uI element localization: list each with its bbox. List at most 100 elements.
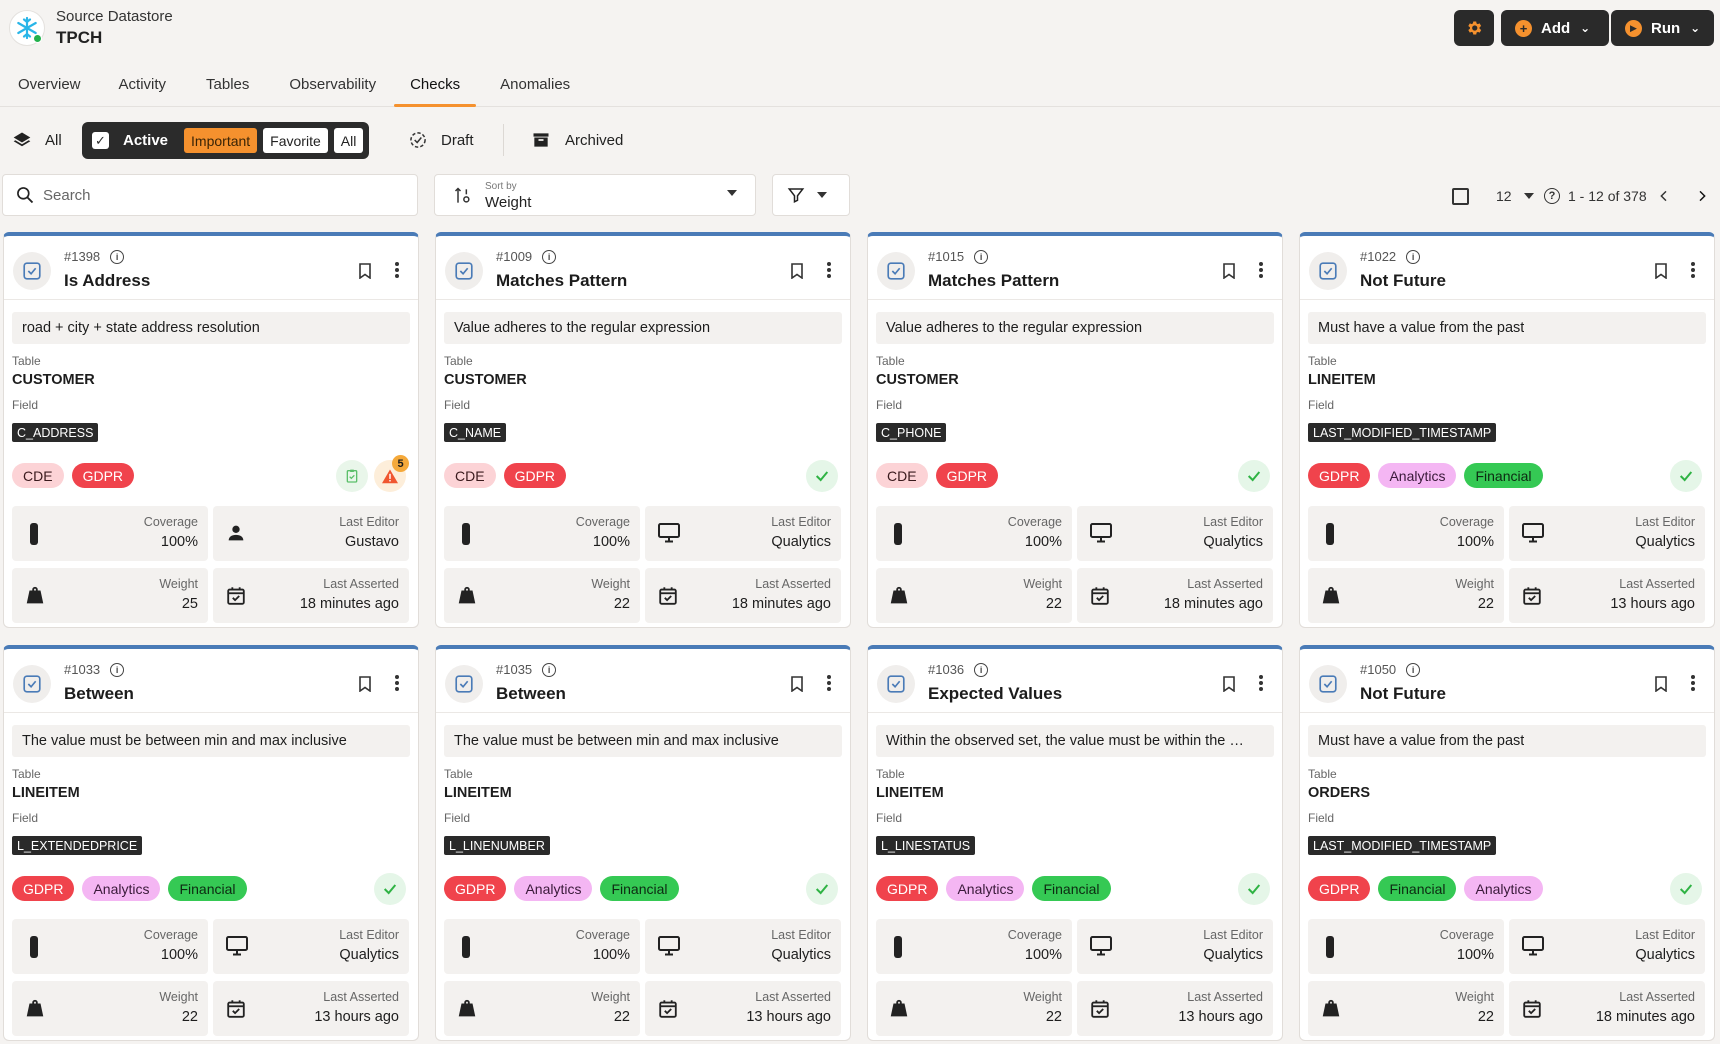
tag-cde[interactable]: CDE <box>444 463 496 488</box>
chip-important[interactable]: Important <box>184 128 258 153</box>
check-card-1009[interactable]: #1009 i Matches Pattern Value adheres to… <box>435 232 851 628</box>
info-icon[interactable]: i <box>542 249 557 264</box>
tag-cde[interactable]: CDE <box>12 463 64 488</box>
more-options-button[interactable] <box>1690 261 1696 284</box>
table-value[interactable]: CUSTOMER <box>876 372 959 388</box>
more-options-button[interactable] <box>1258 261 1264 284</box>
next-page-button[interactable] <box>1694 184 1710 208</box>
table-value[interactable]: LINEITEM <box>876 785 944 801</box>
tag-gdpr[interactable]: GDPR <box>876 876 939 901</box>
table-value[interactable]: CUSTOMER <box>444 372 527 388</box>
check-card-1398[interactable]: #1398 i Is Address road + city + state a… <box>3 232 419 628</box>
bookmark-button[interactable] <box>1654 263 1668 284</box>
check-card-1022[interactable]: #1022 i Not Future Must have a value fro… <box>1299 232 1715 628</box>
tag-financial[interactable]: Financial <box>1464 463 1543 488</box>
filter-archived[interactable]: Archived <box>531 120 623 160</box>
more-options-button[interactable] <box>1258 674 1264 697</box>
info-icon[interactable]: i <box>974 249 989 264</box>
filter-draft[interactable]: Draft <box>408 120 474 160</box>
active-checkbox-icon[interactable]: ✓ <box>92 132 109 149</box>
field-value[interactable]: L_LINENUMBER <box>444 836 550 855</box>
tag-cde[interactable]: CDE <box>876 463 928 488</box>
table-value[interactable]: LINEITEM <box>1308 372 1376 388</box>
tag-analytics[interactable]: Analytics <box>82 876 161 901</box>
bookmark-button[interactable] <box>1222 676 1236 697</box>
last-editor-label: Last Editor <box>1203 515 1263 529</box>
add-button[interactable]: + Add ⌄ <box>1501 10 1609 46</box>
tag-gdpr[interactable]: GDPR <box>71 463 135 488</box>
bookmark-button[interactable] <box>358 676 372 697</box>
tab-activity[interactable]: Activity <box>118 76 167 93</box>
field-value[interactable]: C_ADDRESS <box>12 423 99 442</box>
tag-gdpr[interactable]: GDPR <box>444 876 507 901</box>
prev-page-button[interactable] <box>1656 184 1672 208</box>
field-value[interactable]: L_EXTENDEDPRICE <box>12 836 143 855</box>
bookmark-button[interactable] <box>790 263 804 284</box>
info-icon[interactable]: i <box>542 662 557 677</box>
help-icon[interactable]: ? <box>1544 188 1560 204</box>
tag-financial[interactable]: Financial <box>600 876 679 901</box>
more-options-button[interactable] <box>826 674 832 697</box>
check-card-1035[interactable]: #1035 i Between The value must be betwee… <box>435 645 851 1041</box>
tag-gdpr[interactable]: GDPR <box>1308 463 1371 488</box>
field-value[interactable]: LAST_MODIFIED_TIMESTAMP <box>1308 423 1497 442</box>
info-icon[interactable]: i <box>1406 249 1421 264</box>
field-value[interactable]: C_PHONE <box>876 423 947 442</box>
tag-analytics[interactable]: Analytics <box>946 876 1025 901</box>
tab-observability[interactable]: Observability <box>289 76 377 93</box>
chip-all[interactable]: All <box>333 128 364 153</box>
more-options-button[interactable] <box>394 261 400 284</box>
sort-select[interactable]: Sort by Weight <box>434 174 756 216</box>
bookmark-button[interactable] <box>1222 263 1236 284</box>
tag-analytics[interactable]: Analytics <box>1378 463 1457 488</box>
tag-gdpr[interactable]: GDPR <box>12 876 75 901</box>
info-icon[interactable]: i <box>110 249 125 264</box>
more-options-button[interactable] <box>394 674 400 697</box>
more-options-button[interactable] <box>1690 674 1696 697</box>
tag-analytics[interactable]: Analytics <box>514 876 593 901</box>
tab-checks[interactable]: Checks <box>394 72 477 107</box>
bookmark-button[interactable] <box>790 676 804 697</box>
bookmark-button[interactable] <box>358 263 372 284</box>
info-icon[interactable]: i <box>974 662 989 677</box>
info-icon[interactable]: i <box>1406 662 1421 677</box>
filter-active-label[interactable]: Active <box>123 132 169 149</box>
more-options-button[interactable] <box>826 261 832 284</box>
more-vertical-icon <box>1691 675 1695 691</box>
info-icon[interactable]: i <box>110 662 125 677</box>
tag-financial[interactable]: Financial <box>1378 876 1457 901</box>
tag-gdpr[interactable]: GDPR <box>935 463 999 488</box>
select-all-checkbox[interactable] <box>1452 184 1469 208</box>
tab-overview[interactable]: Overview <box>18 76 81 93</box>
settings-button[interactable] <box>1454 10 1494 46</box>
field-value[interactable]: C_NAME <box>444 423 507 442</box>
tag-financial[interactable]: Financial <box>1032 876 1111 901</box>
table-value[interactable]: ORDERS <box>1308 785 1371 801</box>
tag-list: GDPR Analytics Financial <box>444 876 687 901</box>
table-value[interactable]: LINEITEM <box>444 785 512 801</box>
table-value[interactable]: LINEITEM <box>12 785 80 801</box>
field-value[interactable]: LAST_MODIFIED_TIMESTAMP <box>1308 836 1497 855</box>
search-input[interactable] <box>43 186 403 204</box>
run-button[interactable]: ▶ Run ⌄ <box>1611 10 1714 46</box>
tag-gdpr[interactable]: GDPR <box>1308 876 1371 901</box>
check-card-1015[interactable]: #1015 i Matches Pattern Value adheres to… <box>867 232 1283 628</box>
check-card-1050[interactable]: #1050 i Not Future Must have a value fro… <box>1299 645 1715 1041</box>
bookmark-button[interactable] <box>1654 676 1668 697</box>
tag-gdpr[interactable]: GDPR <box>503 463 567 488</box>
filter-button[interactable] <box>772 174 850 216</box>
page-size-select[interactable]: 12 <box>1496 184 1534 208</box>
tab-tables[interactable]: Tables <box>206 76 250 93</box>
field-value[interactable]: L_LINESTATUS <box>876 836 976 855</box>
chip-favorite[interactable]: Favorite <box>263 128 328 153</box>
check-card-1033[interactable]: #1033 i Between The value must be betwee… <box>3 645 419 1041</box>
anomaly-warning-icon[interactable]: 5 <box>374 455 409 492</box>
check-card-1036[interactable]: #1036 i Expected Values Within the obser… <box>867 645 1283 1041</box>
tab-anomalies[interactable]: Anomalies <box>500 76 571 93</box>
filter-all[interactable]: All <box>12 120 62 160</box>
clipboard-check-icon[interactable] <box>336 460 368 492</box>
table-value[interactable]: CUSTOMER <box>12 372 95 388</box>
last-editor-stat: Last Editor Qualytics <box>1077 919 1273 974</box>
tag-analytics[interactable]: Analytics <box>1464 876 1543 901</box>
tag-financial[interactable]: Financial <box>168 876 247 901</box>
